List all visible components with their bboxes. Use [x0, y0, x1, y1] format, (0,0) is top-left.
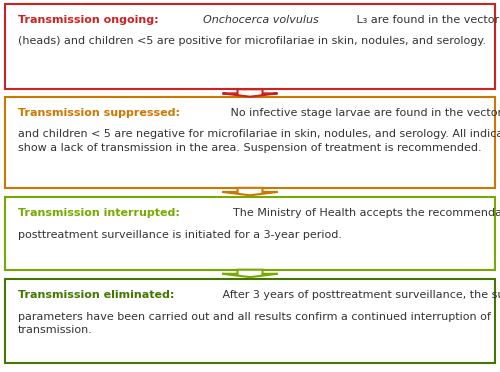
FancyBboxPatch shape	[5, 197, 495, 270]
Text: parameters have been carried out and all results confirm a continued interruptio: parameters have been carried out and all…	[18, 312, 490, 335]
Text: posttreatment surveillance is initiated for a 3-year period.: posttreatment surveillance is initiated …	[18, 230, 342, 240]
Text: The Ministry of Health accepts the recommendation and: The Ministry of Health accepts the recom…	[226, 208, 500, 218]
Polygon shape	[222, 89, 278, 97]
FancyBboxPatch shape	[5, 279, 495, 363]
FancyBboxPatch shape	[5, 4, 495, 89]
Text: Transmission ongoing:: Transmission ongoing:	[18, 15, 158, 25]
Polygon shape	[222, 188, 278, 195]
Text: After 3 years of posttreatment surveillance, the surveillance: After 3 years of posttreatment surveilla…	[220, 290, 500, 300]
Text: Transmission interrupted:: Transmission interrupted:	[18, 208, 179, 218]
Text: No infective stage larvae are found in the vector population: No infective stage larvae are found in t…	[226, 108, 500, 118]
Text: Transmission suppressed:: Transmission suppressed:	[18, 108, 179, 118]
FancyBboxPatch shape	[5, 97, 495, 188]
Text: (heads) and children <5 are positive for microfilariae in skin, nodules, and ser: (heads) and children <5 are positive for…	[18, 36, 486, 46]
Polygon shape	[222, 270, 278, 277]
Text: Transmission eliminated:: Transmission eliminated:	[18, 290, 174, 300]
Text: and children < 5 are negative for microfilariae in skin, nodules, and serology. : and children < 5 are negative for microf…	[18, 129, 500, 153]
Text: L₃ are found in the vector population: L₃ are found in the vector population	[353, 15, 500, 25]
Text: Onchocerca volvulus: Onchocerca volvulus	[204, 15, 319, 25]
